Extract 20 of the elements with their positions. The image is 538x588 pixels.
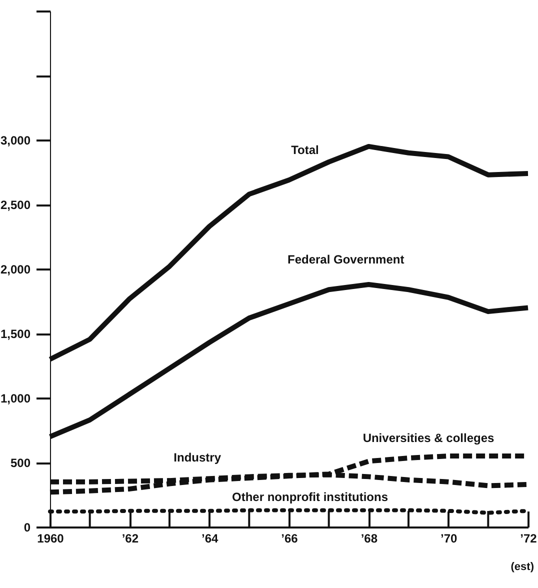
x-tick-label: ’70	[440, 532, 458, 546]
x-tick-label: ’64	[201, 532, 218, 546]
y-tick-label: 3,000	[0, 134, 31, 148]
series-label: Industry	[174, 450, 222, 465]
series-label: Other nonprofit institutions	[232, 490, 388, 504]
series-label: Federal Government	[287, 252, 404, 267]
y-tick-label: 1,500	[0, 327, 31, 341]
y-tick-label: 500	[10, 456, 31, 470]
x-tick-label: ’62	[122, 532, 139, 546]
x-tick-label: 1960	[37, 532, 64, 546]
y-tick-label: 0	[24, 520, 31, 534]
x-tick-label: ’66	[281, 532, 298, 546]
series-label: Total	[291, 142, 319, 157]
text: (est)	[510, 561, 534, 573]
x-tick-label: ’68	[360, 532, 378, 546]
y-tick-label: 1,000	[0, 392, 31, 406]
series-label: Universities & colleges	[362, 430, 495, 445]
y-tick-label: 2,500	[0, 198, 31, 212]
y-tick-label: 2,000	[0, 262, 31, 276]
x-tick-label: ’72	[520, 532, 538, 546]
